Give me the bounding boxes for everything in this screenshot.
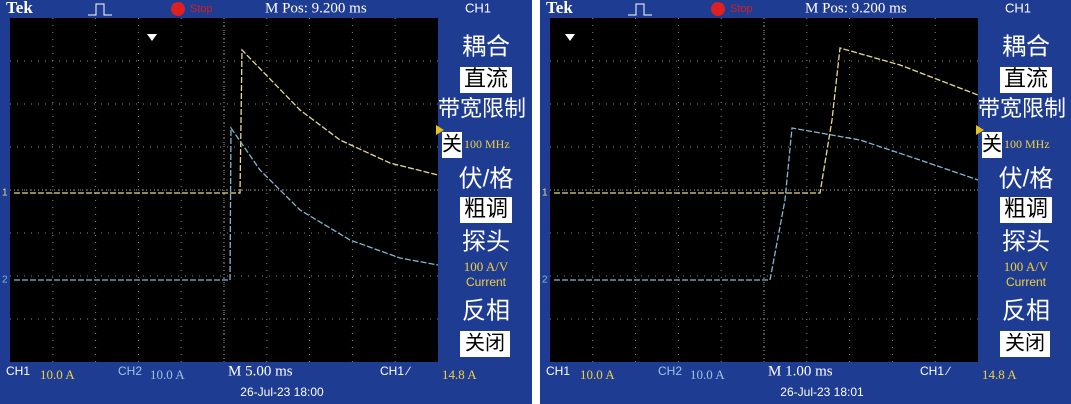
m-pos: M Pos: 9.200 ms (805, 0, 907, 16)
menu-value: 粗调 (1004, 196, 1048, 221)
ch1-label: CH1 (6, 364, 30, 378)
timebase: M 1.00 ms (768, 363, 833, 379)
ch2-label: CH2 (658, 364, 682, 378)
menu-label: 带宽限制 (978, 96, 1066, 121)
stop-indicator (711, 2, 725, 16)
menu-value: Current (466, 275, 507, 289)
trigger-source: CH1 ∕ (920, 364, 951, 378)
menu-value: 100 MHz (464, 137, 510, 151)
menu-label: 耦合 (462, 33, 510, 60)
ch1-marker: 1 (542, 188, 548, 199)
menu-value: 粗调 (464, 196, 508, 221)
menu-value: 关闭 (1005, 331, 1045, 354)
status: Stop (190, 3, 213, 15)
ch2-label: CH2 (118, 364, 142, 378)
trigger-level: 14.8 A (982, 367, 1017, 382)
menu-value: 100 MHz (1004, 137, 1050, 151)
menu-label: 探头 (1002, 228, 1050, 255)
ch2-marker: 2 (2, 275, 8, 286)
menu-label: 反相 (462, 297, 510, 324)
timebase: M 5.00 ms (228, 363, 293, 379)
menu-label: 反相 (1002, 297, 1050, 324)
channel: CH1 (465, 0, 491, 15)
trigger-source: CH1 ∕ (380, 364, 411, 378)
stop-indicator (171, 2, 185, 16)
menu-value: Current (1006, 275, 1047, 289)
status: Stop (730, 3, 753, 15)
channel: CH1 (1005, 0, 1031, 15)
menu-label: 带宽限制 (438, 96, 526, 121)
ch1-marker: 1 (2, 188, 8, 199)
menu-value: 关闭 (465, 331, 505, 354)
m-pos: M Pos: 9.200 ms (265, 0, 367, 16)
menu-label: 伏/格 (459, 165, 514, 192)
menu-value: 直流 (1004, 66, 1048, 91)
timestamp: 26-Jul-23 18:01 (780, 385, 864, 399)
ch1-scale: 10.0 A (580, 367, 615, 382)
menu-value: 100 A/V (1004, 259, 1049, 274)
menu-label: 探头 (462, 228, 510, 255)
ch2-marker: 2 (542, 275, 548, 286)
ch1-scale: 10.0 A (40, 367, 75, 382)
menu-value: 关 (982, 132, 1002, 155)
trigger-level: 14.8 A (442, 367, 477, 382)
menu-label: 耦合 (1002, 33, 1050, 60)
brand: Tek (6, 0, 33, 17)
menu-value: 100 A/V (464, 259, 509, 274)
timestamp: 26-Jul-23 18:00 (240, 385, 324, 399)
oscilloscope-screens: TekStopM Pos: 9.200 msCH112耦合直流带宽限制关100 … (0, 0, 1071, 404)
ch2-scale: 10.0 A (150, 367, 185, 382)
brand: Tek (546, 0, 573, 17)
menu-label: 伏/格 (999, 165, 1054, 192)
ch1-label: CH1 (546, 364, 570, 378)
menu-value: 关 (442, 132, 462, 155)
menu-value: 直流 (464, 66, 508, 91)
ch2-scale: 10.0 A (690, 367, 725, 382)
